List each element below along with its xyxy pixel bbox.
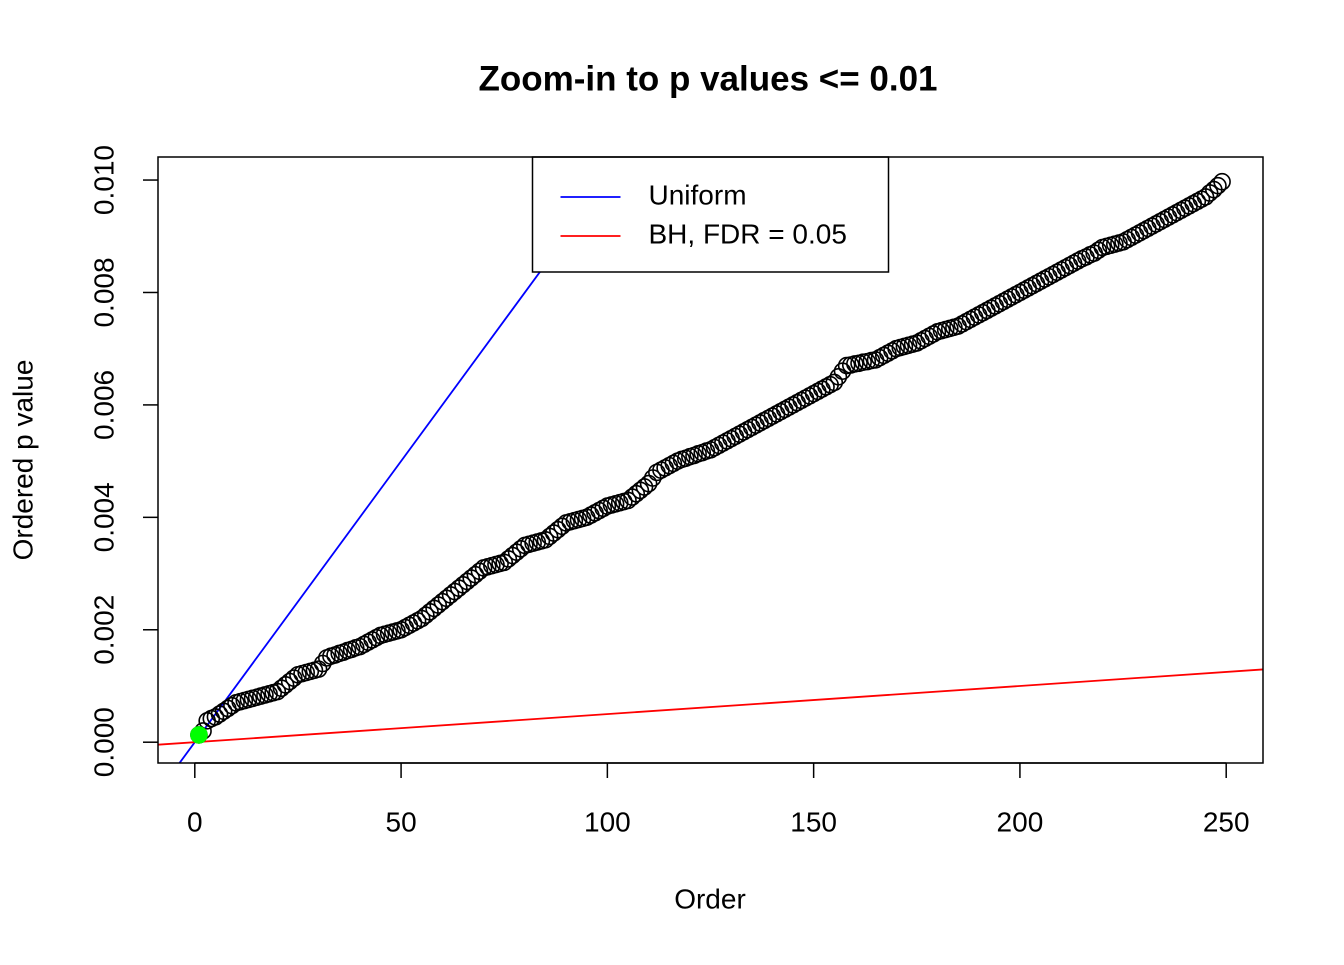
point	[367, 628, 386, 647]
point	[404, 614, 423, 632]
legend: Uniform BH, FDR = 0.05	[531, 156, 890, 273]
point	[309, 660, 328, 678]
x-tick-label: 0	[187, 806, 203, 837]
reference-line	[158, 668, 1263, 746]
point	[1213, 172, 1231, 191]
point	[470, 562, 489, 581]
point	[1089, 241, 1108, 260]
point	[363, 631, 382, 649]
point	[511, 540, 530, 558]
point	[285, 669, 303, 687]
legend-box	[531, 156, 890, 273]
x-tick-label: 200	[997, 806, 1044, 837]
x-axis-label: Order	[674, 883, 746, 914]
point	[664, 454, 683, 473]
point	[883, 342, 901, 360]
reference-line	[178, 157, 626, 763]
point	[223, 696, 241, 715]
legend-label: BH, FDR = 0.05	[649, 218, 847, 249]
y-tick-label: 0.008	[88, 257, 119, 327]
point	[825, 373, 844, 392]
point	[1188, 192, 1207, 211]
x-tick-label: 50	[386, 806, 417, 837]
point	[553, 517, 571, 536]
chart-title: Zoom-in to p values <= 0.01	[478, 59, 937, 98]
legend-label: Uniform	[649, 179, 747, 210]
point	[639, 474, 658, 493]
x-tick-label: 100	[584, 806, 631, 837]
x-tick-label: 150	[790, 806, 837, 837]
y-tick-label: 0.000	[88, 707, 119, 777]
point	[817, 378, 835, 396]
point	[190, 726, 208, 744]
point	[594, 499, 613, 518]
y-tick-label: 0.006	[88, 370, 119, 440]
point	[590, 501, 608, 520]
y-tick-label: 0.010	[88, 145, 119, 215]
point	[879, 344, 897, 362]
point	[829, 368, 848, 386]
y-tick-label: 0.002	[88, 595, 119, 665]
y-axis-label: Ordered p value	[7, 360, 38, 561]
point	[924, 325, 943, 343]
points-layer	[190, 172, 1231, 744]
x-tick-label: 250	[1203, 806, 1250, 837]
point	[920, 327, 938, 346]
y-tick-label: 0.004	[88, 482, 119, 552]
point	[1209, 176, 1227, 195]
lines-layer	[158, 157, 1263, 763]
